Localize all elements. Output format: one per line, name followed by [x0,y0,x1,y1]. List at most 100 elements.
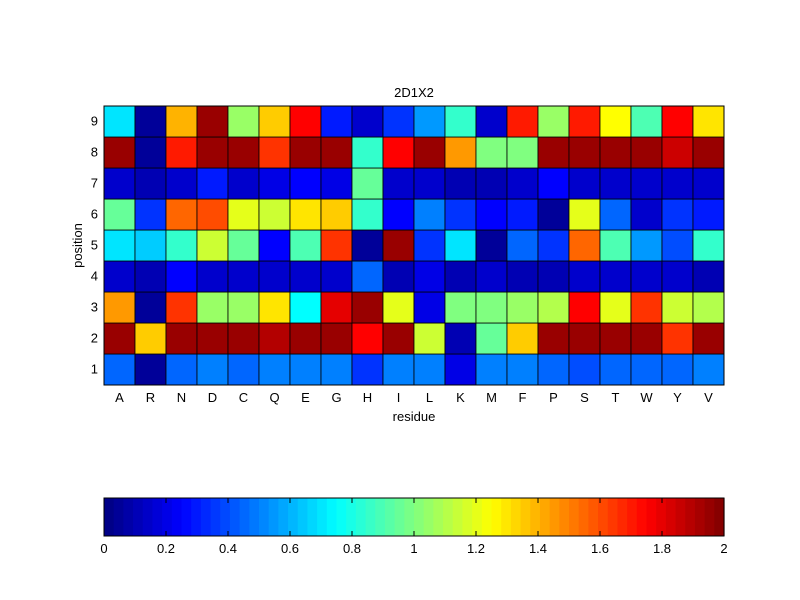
heatmap-cell [630,260,663,293]
x-tick-label: A [115,390,124,405]
heatmap-cell [351,322,384,355]
colorbar-segment [636,498,648,536]
colorbar-segment [510,498,522,536]
heatmap-cell [289,167,322,200]
heatmap-cell [134,167,167,200]
y-tick-label: 6 [91,207,98,222]
x-tick-label: H [363,390,372,405]
colorbar-segment [627,498,638,536]
heatmap-cell [413,136,446,169]
colorbar-segment [191,498,202,536]
heatmap-cell [475,167,508,200]
heatmap-cell [382,198,415,231]
heatmap-cell [661,105,694,138]
colorbar-segment [598,498,609,536]
heatmap-cell [568,229,601,262]
heatmap-cell [134,136,167,169]
chart-title: 2D1X2 [394,85,434,100]
heatmap-cell [351,229,384,262]
heatmap-cell [661,198,694,231]
heatmap-cell [165,105,198,138]
heatmap-cell [320,105,353,138]
heatmap-cell [692,229,725,262]
heatmap-cell [599,229,632,262]
heatmap-cell [289,136,322,169]
heatmap-cell [382,322,415,355]
heatmap-cell [506,105,539,138]
heatmap-cell [413,198,446,231]
heatmap-cell [537,198,570,231]
heatmap-cell [661,322,694,355]
heatmap-cell [258,136,291,169]
colorbar-segment [433,498,444,536]
heatmap-cell [475,229,508,262]
heatmap-cell [289,260,322,293]
heatmap-cell [382,353,415,386]
colorbar-segment [171,498,183,536]
heatmap-cell [413,105,446,138]
x-tick-label: P [549,390,558,405]
heatmap-cell [413,167,446,200]
heatmap-cell [165,260,198,293]
x-tick-label: E [301,390,310,405]
x-tick-label: G [331,390,341,405]
colorbar-segment [404,498,415,536]
x-tick-label: L [426,390,433,405]
colorbar-tick-label: 2 [720,541,727,556]
heatmap-cell [475,291,508,324]
colorbar-segment [559,498,570,536]
colorbar-segment [607,498,619,536]
colorbar-segment [152,498,163,536]
heatmap-cell [630,229,663,262]
y-tick-label: 7 [91,176,98,191]
colorbar-segment [452,498,464,536]
colorbar-segment [646,498,657,536]
colorbar-segment [307,498,318,536]
y-tick-label: 4 [91,269,98,284]
heatmap-cell [258,260,291,293]
heatmap-cell [320,198,353,231]
colorbar-tick-labels: 0 0.2 0.4 0.6 0.8 1 1.2 1.4 1.6 1.8 2 [100,498,728,556]
y-axis-label: position [70,223,85,268]
colorbar-segment [656,498,667,536]
heatmap-cell [103,229,136,262]
heatmap-cell [630,136,663,169]
heatmap-cell [165,167,198,200]
heatmap-cell [134,105,167,138]
heatmap-cell [134,353,167,386]
heatmap-cell [289,291,322,324]
heatmap-cell [568,198,601,231]
heatmap-cell [413,260,446,293]
heatmap-cell [661,229,694,262]
heatmap-cell [475,260,508,293]
heatmap-cell [258,291,291,324]
x-tick-label: F [519,390,527,405]
colorbar-segment [501,498,512,536]
colorbar-segment [200,498,212,536]
colorbar-tick-label: 0.6 [281,541,299,556]
heatmap-cell [134,322,167,355]
heatmap-cell [103,322,136,355]
heatmap-cell [475,105,508,138]
colorbar-tick-label: 0 [100,541,107,556]
heatmap-cell [599,260,632,293]
heatmap-cell [568,291,601,324]
colorbar-segment [297,498,309,536]
heatmap-cell [351,136,384,169]
heatmap-cell [258,322,291,355]
heatmap-cell [599,322,632,355]
heatmap-cell [537,229,570,262]
heatmap-cell [165,198,198,231]
heatmap-cell [227,198,260,231]
heatmap-cell [289,353,322,386]
x-tick-label: T [612,390,620,405]
heatmap-cell [475,322,508,355]
colorbar-segment [394,498,405,536]
colorbar-segment [249,498,260,536]
colorbar-segment [133,498,144,536]
colorbar-segment [288,498,299,536]
heatmap-cell [413,291,446,324]
heatmap-cell [103,353,136,386]
colorbar-segment [210,498,221,536]
